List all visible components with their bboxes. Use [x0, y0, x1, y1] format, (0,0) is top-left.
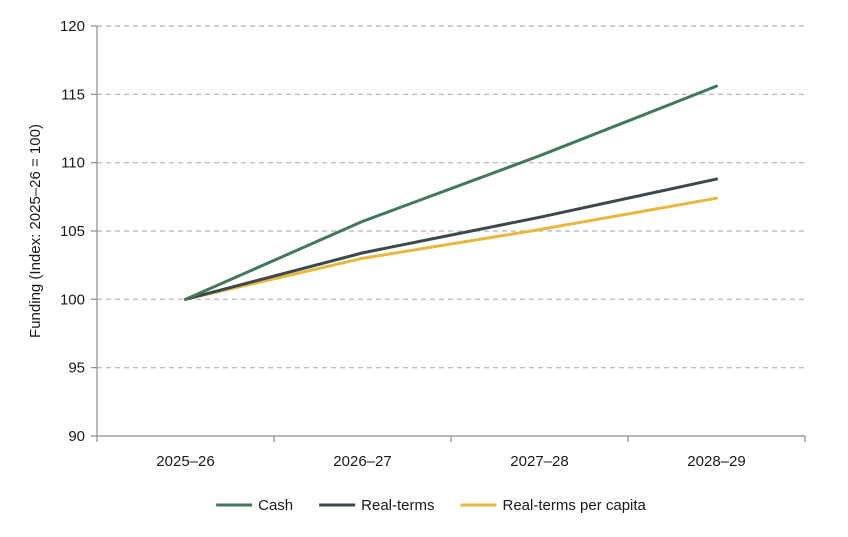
legend-label: Real-terms: [361, 497, 434, 514]
series-line-real-terms-per-capita: [184, 196, 718, 301]
gridlines: [97, 25, 805, 369]
legend-label: Real-terms per capita: [503, 497, 647, 514]
y-tick-label: 100: [60, 291, 85, 308]
x-tick-label: 2028–29: [687, 453, 745, 470]
series-line-cash: [184, 84, 718, 301]
x-tick-label: 2025–26: [156, 453, 214, 470]
y-tick-label: 95: [68, 360, 85, 377]
legend-item: Real-terms: [319, 497, 435, 514]
y-tick-label: 90: [68, 428, 85, 445]
x-tick-label: 2026–27: [333, 453, 391, 470]
legend-item: Real-terms per capita: [460, 497, 647, 514]
legend-label: Cash: [258, 497, 293, 514]
x-tick-label: 2027–28: [510, 453, 568, 470]
y-axis-title: Funding (Index: 2025–26 = 100): [27, 124, 44, 338]
y-tick-label: 115: [61, 86, 85, 103]
x-axis-ticks: 2025–26 2026–27 2027–28 2028–29: [96, 436, 806, 470]
y-axis-ticks: 90 95 100 105 110 115 120: [60, 18, 97, 445]
y-tick-label: 110: [61, 155, 85, 172]
y-tick-label: 120: [60, 18, 85, 35]
y-tick-label: 105: [60, 223, 85, 240]
legend: Cash Real-terms Real-terms per capita: [216, 497, 647, 514]
series-lines: [184, 84, 718, 301]
legend-item: Cash: [216, 497, 293, 514]
series-line-real-terms: [184, 177, 718, 301]
